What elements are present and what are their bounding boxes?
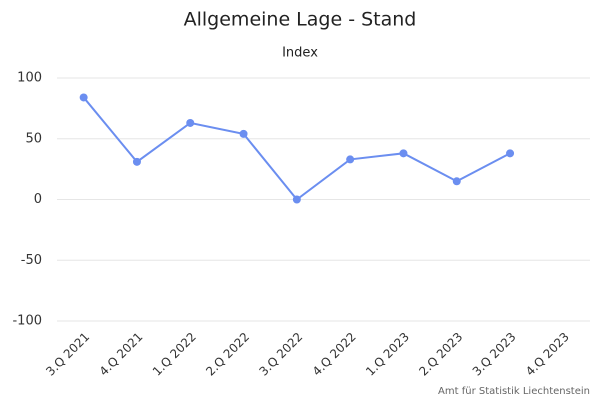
chart-title: Allgemeine Lage - Stand — [184, 9, 417, 31]
point — [239, 129, 248, 138]
x-tick-label: 3.Q 2021 — [43, 330, 92, 379]
y-tick-label: -100 — [12, 314, 42, 329]
credits: Amt für Statistik Liechtenstein — [438, 386, 590, 397]
y-tick-label: 50 — [25, 131, 42, 146]
point — [186, 118, 195, 127]
point — [452, 177, 461, 186]
x-tick-label: 4.Q 2022 — [310, 330, 359, 379]
point — [132, 157, 141, 166]
y-tick-label: 0 — [34, 192, 42, 207]
y-tick-label: 100 — [17, 71, 42, 86]
point — [399, 149, 408, 158]
point — [292, 195, 301, 204]
y-tick-label: -50 — [21, 253, 42, 268]
x-tick-label: 3.Q 2023 — [470, 330, 519, 379]
line — [82, 96, 511, 201]
x-tick-label: 2.Q 2022 — [203, 330, 252, 379]
x-tick-label: 1.Q 2022 — [150, 330, 199, 379]
point — [506, 149, 515, 158]
x-tick-label: 3.Q 2022 — [256, 330, 305, 379]
point — [346, 155, 355, 164]
x-tick-label: 2.Q 2023 — [416, 330, 465, 379]
x-tick-label: 4.Q 2023 — [523, 330, 572, 379]
point — [79, 93, 88, 102]
chart-subtitle: Index — [282, 46, 318, 61]
x-tick-label: 4.Q 2021 — [97, 330, 146, 379]
x-tick-label: 1.Q 2023 — [363, 330, 412, 379]
